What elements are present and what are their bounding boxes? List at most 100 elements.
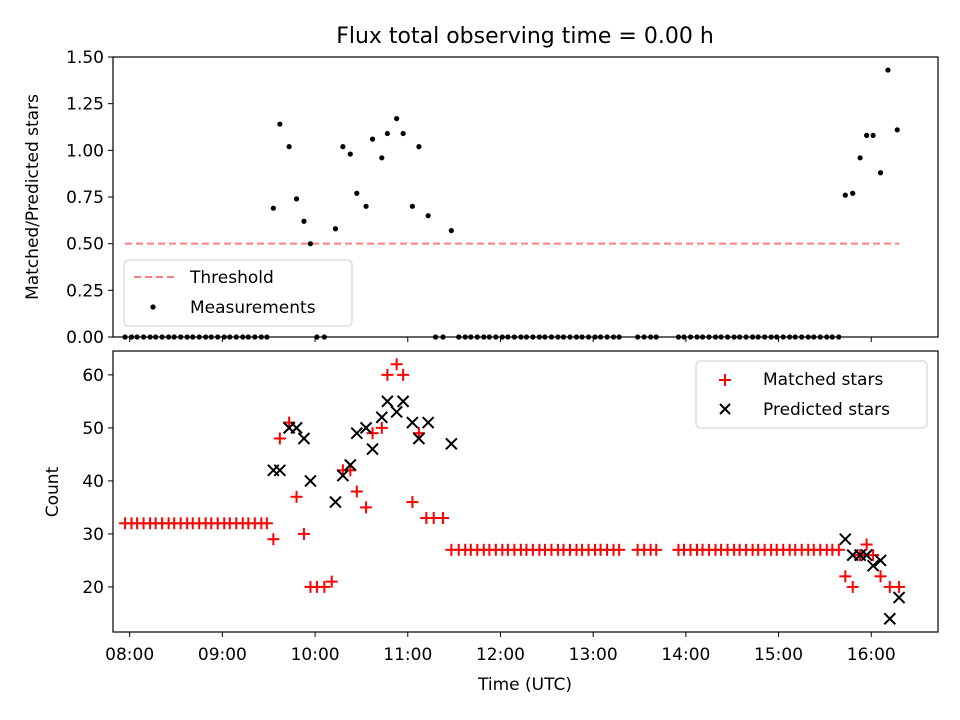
y-axis-ticks: 20 30 40 50 60 — [82, 366, 113, 598]
matched-star-point — [325, 575, 338, 588]
matched-star-point — [350, 485, 363, 498]
measurement-point — [842, 192, 848, 198]
x-axis-ticks — [129, 337, 872, 342]
x-tick-label: 10:00 — [291, 645, 340, 665]
predicted-star-point — [421, 416, 435, 429]
x-tick-label: 08:00 — [105, 645, 154, 665]
y-tick-label: 1.50 — [66, 48, 104, 68]
measurement-point — [870, 132, 876, 138]
predicted-star-point — [396, 395, 410, 408]
predicted-star-point — [839, 533, 852, 546]
y-axis-label: Matched/Predicted stars — [23, 94, 43, 300]
y-tick-label: 0.50 — [66, 235, 104, 255]
matched-star-point — [375, 421, 388, 434]
predicted-star-point — [336, 469, 350, 482]
measurement-point — [340, 144, 346, 150]
predicted-star-point — [406, 416, 419, 429]
chart-title: Flux total observing time = 0.00 h — [336, 24, 714, 49]
matched-star-point — [874, 570, 887, 583]
matched-star-point — [832, 543, 845, 556]
count-panel: Count Time (UTC) 20 30 40 50 60 08:00 09:00 10… — [43, 350, 939, 695]
matched-star-point — [846, 580, 859, 593]
predicted-star-point — [344, 458, 357, 472]
predicted-star-point — [883, 612, 897, 625]
matched-star-point — [397, 368, 410, 381]
legend-matched-swatch — [719, 374, 731, 386]
predicted-star-point — [273, 464, 287, 477]
predicted-star-point — [390, 405, 403, 419]
measurement-point — [332, 226, 339, 232]
matched-star-point — [318, 580, 331, 593]
matched-star-point — [613, 543, 626, 556]
plot-frame — [112, 350, 939, 633]
matched-star-point — [273, 432, 286, 445]
legend-box — [123, 259, 353, 327]
predicted-star-point — [329, 495, 342, 509]
legend-measurements-label: Measurements — [190, 298, 316, 318]
legend-matched-label: Matched stars — [763, 370, 883, 390]
count-series — [119, 358, 906, 625]
measurement-point — [384, 130, 390, 137]
measurement-point — [857, 155, 863, 161]
measurement-points — [122, 67, 900, 340]
measurement-point — [307, 241, 314, 247]
matched-star-point — [297, 527, 310, 540]
matched-star-point — [437, 512, 449, 525]
x-tick-label: 09:00 — [198, 645, 247, 665]
plot-frame — [112, 56, 939, 338]
matched-star-point — [267, 533, 280, 546]
measurement-point — [354, 190, 360, 196]
predicted-star-point — [892, 591, 906, 604]
matched-star-point — [867, 549, 880, 562]
legend-threshold-label: Threshold — [189, 268, 274, 288]
predicted-star-point — [866, 559, 880, 572]
measurement-point — [877, 170, 884, 176]
matched-star-point — [366, 427, 379, 440]
y-axis-label: Count — [43, 466, 63, 517]
matched-star-point — [290, 490, 303, 503]
legend-predicted-label: Predicted stars — [763, 400, 890, 420]
predicted-star-point — [381, 395, 394, 408]
matched-star-point — [650, 543, 663, 556]
measurement-point — [416, 144, 422, 150]
y-tick-label: 0.25 — [66, 281, 104, 301]
predicted-star-point — [304, 474, 317, 488]
x-tick-label: 11:00 — [383, 645, 432, 665]
y-axis-ticks: 0.00 0.25 0.50 0.75 1.00 1.25 1.50 — [66, 48, 113, 348]
y-tick-label: 60 — [82, 366, 104, 386]
y-tick-label: 1.25 — [66, 95, 104, 115]
measurement-point — [270, 205, 276, 211]
measurement-point — [409, 203, 416, 209]
y-tick-label: 0.75 — [66, 188, 104, 208]
predicted-star-point — [375, 411, 389, 424]
x-axis-ticks: 08:00 09:00 10:00 11:00 12:00 13:00 14:00 15:00… — [105, 632, 896, 665]
predicted-star-point — [359, 421, 373, 435]
matched-star-point — [860, 538, 873, 551]
predicted-star-point — [412, 432, 426, 445]
legend-box — [695, 360, 928, 429]
y-tick-label: 0.00 — [66, 328, 104, 348]
measurement-point — [347, 151, 353, 157]
x-tick-label: 14:00 — [661, 645, 710, 665]
x-tick-label: 16:00 — [847, 645, 896, 665]
measurement-point — [885, 67, 891, 73]
matched-star-point — [390, 358, 403, 371]
measurement-point — [301, 218, 307, 224]
x-tick-label: 13:00 — [569, 645, 618, 665]
predicted-star-point — [350, 426, 363, 440]
measurement-point — [363, 203, 369, 209]
ratio-panel: Flux total observing time = 0.00 h Match… — [23, 24, 939, 348]
measurement-point — [864, 132, 870, 138]
predicted-star-point — [860, 548, 873, 562]
y-tick-label: 20 — [82, 578, 104, 598]
matched-star-point — [260, 517, 273, 530]
measurement-point — [448, 228, 454, 234]
legend-measurements-swatch — [150, 304, 156, 310]
measurement-point — [894, 127, 900, 133]
y-tick-label: 1.00 — [66, 141, 104, 161]
measurement-point — [379, 155, 385, 161]
measurement-point — [286, 144, 292, 150]
legend-predicted-swatch — [719, 403, 731, 415]
